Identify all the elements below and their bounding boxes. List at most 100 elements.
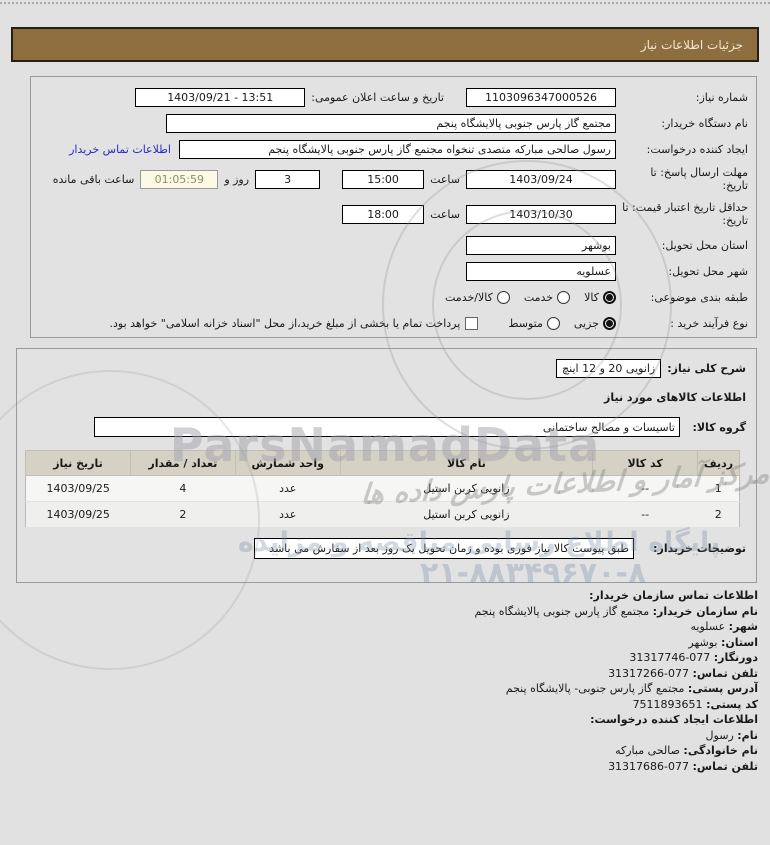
creator-phone-line: تلفن تماس: 31317686-077 [12,759,758,775]
validity-hour-label: ساعت [430,207,460,221]
city-value: عسلویه [690,620,726,633]
address-line: آدرس پستی: مجتمع گاز پارس جنوبی- پالایشگ… [12,681,758,697]
countdown-timer: 01:05:59 [140,169,219,189]
page-title: جزئیات اطلاعات نیاز [11,27,759,62]
goods-group-label: گروه کالا: [692,420,746,434]
cell-row: 1 [697,475,740,502]
col-date: تاریخ نیاز [25,450,131,476]
province-field[interactable]: بوشهر [466,236,616,255]
phone-label: تلفن تماس: [692,666,758,680]
cell-qty: 2 [130,501,236,528]
city-line: شهر: عسلویه [12,619,759,635]
last-name-value: صالحی مبارکه [615,744,680,757]
buyer-org-label: نام دستگاه خریدار: [661,117,748,130]
radio-medium-label: متوسط [508,317,543,330]
need-number-row: شماره نیاز: 1103096347000526 تاریخ و ساع… [39,88,748,107]
address-value: مجتمع گاز پارس جنوبی- پالایشگاه پنجم [505,682,685,695]
radio-goods-service-label: کالا/خدمت [445,291,493,304]
deadline-date-field[interactable]: 1403/09/24 [466,169,616,189]
creator-row: ایجاد کننده درخواست: رسول صالحی مبارکه م… [39,140,748,159]
cell-qty: 4 [130,475,236,502]
need-info-panel: شماره نیاز: 1103096347000526 تاریخ و ساع… [30,76,757,338]
cell-row: 2 [697,501,740,528]
deadline-hour-label: ساعت [430,172,460,186]
postal-value: 7511893651 [632,697,703,711]
cell-date: 1403/09/25 [25,475,131,502]
table-row: 2 -- زانویی کربن استیل عدد 2 1403/09/25 [25,501,740,528]
announce-label: تاریخ و ساعت اعلان عمومی: [311,91,444,104]
goods-table: ردیف کد کالا نام کالا واحد شمارش تعداد /… [25,450,740,528]
postal-line: کد پستی: 7511893651 [12,697,758,713]
last-name-line: نام خانوادگی: صالحی مبارکه [12,743,758,759]
announce-datetime-field[interactable]: 1403/09/21 - 13:51 [135,88,306,107]
last-name-label: نام خانوادگی: [683,744,758,757]
cell-unit: عدد [235,501,341,528]
table-row: 1 -- زانویی کربن استیل عدد 4 1403/09/25 [25,475,740,502]
deadline-time-field[interactable]: 15:00 [342,169,425,189]
postal-label: کد پستی: [706,697,758,711]
cell-date: 1403/09/25 [25,501,131,528]
radio-goods-service[interactable] [496,291,510,304]
city-label: شهر محل تحویل: [668,265,748,278]
goods-group-row: گروه کالا: تاسیسات و مصالح ساختمانی [27,417,746,437]
first-name-label: نام: [737,728,758,742]
classification-row: طبقه بندی موضوعی: کالا خدمت کالا/خدمت [39,288,748,307]
need-number-field[interactable]: 1103096347000526 [466,88,616,107]
creator-field[interactable]: رسول صالحی مبارکه متصدی تنخواه مجتمع گاز… [179,140,616,159]
validity-time-field[interactable]: 18:00 [342,204,425,224]
need-desc-row: شرح کلی نیاز: زانویی 20 و 12 اینچ [27,359,746,378]
city-field[interactable]: عسلویه [466,262,616,281]
validity-row: حداقل تاریخ اعتبار قیمت: تا تاریخ: 1403/… [39,201,748,227]
page-top-divider [0,2,770,4]
address-label: آدرس پستی: [687,682,758,695]
fax-label: دورنگار: [713,651,758,664]
goods-group-field[interactable]: تاسیسات و مصالح ساختمانی [94,417,680,437]
cell-name: زانویی کربن استیل [340,501,593,528]
deadline-row: مهلت ارسال پاسخ: تا تاریخ: 1403/09/24 سا… [39,166,748,192]
classification-label: طبقه بندی موضوعی: [650,291,748,304]
buyer-org-row: نام دستگاه خریدار: مجتمع گاز پارس جنوبی … [39,114,748,133]
contact-info-block: اطلاعات تماس سازمان خریدار: نام سازمان خ… [12,588,758,774]
goods-table-header: ردیف کد کالا نام کالا واحد شمارش تعداد /… [25,450,740,476]
city-row: شهر محل تحویل: عسلویه [39,262,748,281]
phone-line: تلفن تماس: 31317266-077 [12,666,758,682]
org-contact-heading: اطلاعات تماس سازمان خریدار: [589,589,758,602]
creator-label: ایجاد کننده درخواست: [646,143,748,156]
need-desc-label: شرح کلی نیاز: [667,362,746,375]
purchase-type-label: نوع فرآیند خرید : [670,317,748,330]
org-name-line: نام سازمان خریدار: مجتمع گاز پارس جنوبی … [12,604,758,620]
buyer-org-field[interactable]: مجتمع گاز پارس جنوبی پالایشگاه پنجم [166,114,616,133]
col-row: ردیف [697,450,740,476]
buyer-notes-row: توضیحات خریدار: طبق پیوست کالا نیاز فوری… [27,538,746,559]
need-desc-value: زانویی 20 و 12 اینچ [556,359,662,378]
creator-phone-value: 31317686-077 [608,759,690,773]
fax-value: 31317746-077 [629,651,711,664]
treasury-checkbox[interactable] [465,317,479,330]
buyer-notes-field[interactable]: طبق پیوست کالا نیاز فوری بوده و زمان تحو… [254,538,634,559]
hours-remaining-label: ساعت باقی مانده [52,172,135,186]
treasury-checkbox-label: پرداخت تمام یا بخشی از مبلغ خرید،از محل … [109,317,461,330]
goods-panel: شرح کلی نیاز: زانویی 20 و 12 اینچ اطلاعا… [16,348,757,583]
purchase-type-row: نوع فرآیند خرید : جزیی متوسط پرداخت تمام… [39,314,748,333]
province-label: استان محل تحویل: [661,239,748,252]
phone-value: 31317266-077 [608,666,690,680]
radio-service-label: خدمت [523,291,554,304]
radio-service[interactable] [557,291,571,304]
days-remaining-field[interactable]: 3 [255,169,321,189]
cell-unit: عدد [235,475,341,502]
goods-info-heading: اطلاعات کالاهای مورد نیاز [604,391,746,404]
creator-contact-heading: اطلاعات ایجاد کننده درخواست: [590,713,758,726]
radio-partial[interactable] [603,317,616,330]
province-value: بوشهر [688,635,718,649]
city-label: شهر: [728,620,758,633]
validity-date-field[interactable]: 1403/10/30 [466,204,616,224]
col-unit: واحد شمارش [234,450,341,476]
province-row: استان محل تحویل: بوشهر [39,236,748,255]
radio-goods[interactable] [603,291,616,304]
buyer-notes-label: توضیحات خریدار: [653,542,746,555]
validity-label: حداقل تاریخ اعتبار قیمت: تا تاریخ: [622,201,748,227]
radio-medium[interactable] [546,317,560,330]
buyer-contact-link[interactable]: اطلاعات تماس خریدار [69,143,171,156]
deadline-label: مهلت ارسال پاسخ: تا تاریخ: [650,166,748,192]
cell-code: -- [592,501,698,528]
